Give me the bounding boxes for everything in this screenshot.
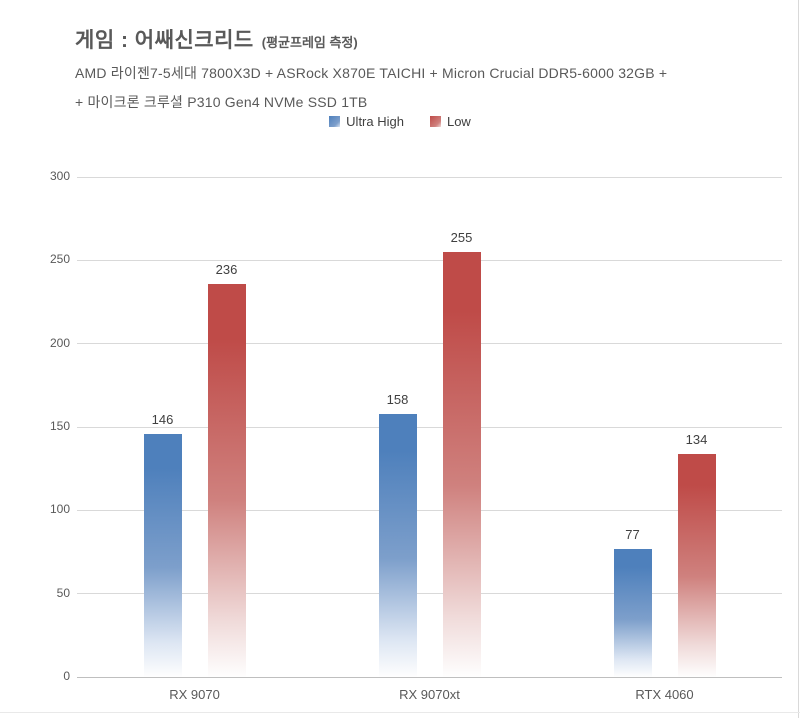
bar-ultra-high-rx-9070xt: [378, 413, 417, 677]
chart-header: 게임 : 어쌔신크리드 (평균프레임 측정) AMD 라이젠7-5세대 7800…: [75, 24, 667, 112]
gridline-y-50: [77, 593, 782, 595]
chart-legend: Ultra High Low: [0, 114, 800, 129]
chart-title: 게임 : 어쌔신크리드: [75, 29, 254, 52]
y-axis-tick-150: 150: [49, 419, 70, 433]
legend-label-ultra-high: Ultra High: [346, 114, 404, 129]
legend-item-low: Low: [429, 114, 471, 129]
window-bottom-edge: [0, 712, 800, 713]
chart-subtitle-line1: AMD 라이젠7-5세대 7800X3D + ASRock X870E TAIC…: [75, 65, 668, 81]
bar-low-rx-9070: [207, 283, 246, 677]
bar-low-rtx-4060: [677, 453, 716, 677]
gridline-y-200: [77, 343, 782, 345]
value-label-rtx-4060-ultra-high: 77: [625, 526, 640, 542]
value-label-rx-9070-ultra-high: 146: [151, 411, 174, 427]
gridline-y-300: [77, 176, 782, 178]
x-axis-label-rx-9070: RX 9070: [169, 687, 220, 702]
bar-ultra-high-rx-9070: [143, 433, 182, 677]
y-axis-tick-100: 100: [49, 502, 70, 517]
legend-swatch-low: [429, 116, 441, 127]
y-axis-tick-250: 250: [49, 252, 70, 267]
window-right-edge: [798, 0, 799, 718]
legend-swatch-ultra-high: [329, 116, 341, 127]
legend-item-ultra-high: Ultra High: [329, 114, 404, 129]
gridline-y-0: [77, 676, 782, 678]
y-axis-tick-0: 0: [63, 669, 70, 683]
legend-label-low: Low: [446, 114, 471, 129]
value-label-rx-9070-low: 236: [215, 261, 238, 277]
bar-ultra-high-rtx-4060: [613, 548, 652, 677]
chart-title-note: (평균프레임 측정): [261, 35, 358, 50]
value-label-rtx-4060-low: 134: [685, 431, 708, 447]
plot-area: 0 50 100 150 200 250 300 146 236 RX 9070 158 255 RX …: [50, 169, 782, 702]
gridline-y-150: [77, 426, 782, 428]
y-axis-tick-50: 50: [56, 585, 70, 600]
value-label-rx-9070xt-low: 255: [450, 230, 473, 245]
value-label-rx-9070xt-ultra-high: 158: [386, 391, 409, 407]
chart-subtitle-line2: + 마이크론 크루셜 P310 Gen4 NVMe SSD 1TB: [75, 94, 368, 110]
y-axis-tick-300: 300: [49, 169, 70, 183]
chart-title-row: 게임 : 어쌔신크리드 (평균프레임 측정): [75, 24, 667, 54]
gridline-y-100: [77, 509, 782, 511]
y-axis-tick-200: 200: [49, 335, 70, 350]
bar-low-rx-9070xt: [442, 252, 481, 677]
gridline-y-250: [77, 259, 782, 261]
x-axis-label-rx-9070xt: RX 9070xt: [399, 687, 460, 702]
x-axis-label-rtx-4060: RTX 4060: [635, 687, 694, 702]
